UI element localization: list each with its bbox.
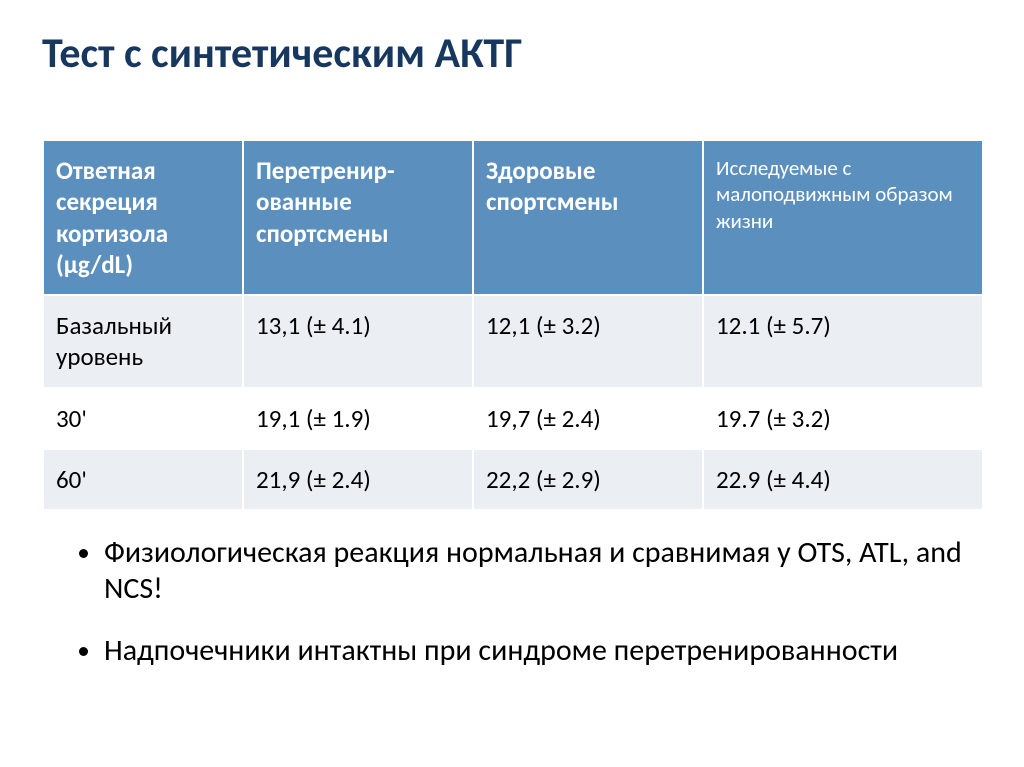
cell: 12.1 (± 5.7): [703, 295, 983, 388]
cell: 19.7 (± 3.2): [703, 388, 983, 449]
cell: 22.9 (± 4.4): [703, 449, 983, 510]
col-header: Ответная секреция кортизола (µg/dL): [43, 140, 243, 295]
cell: 30': [43, 388, 243, 449]
cell: 19,1 (± 1.9): [243, 388, 473, 449]
cell: 12,1 (± 3.2): [473, 295, 703, 388]
cell: 19,7 (± 2.4): [473, 388, 703, 449]
bullet-list: Физиологическая реакция нормальная и сра…: [104, 535, 982, 669]
col-header: Здоровые спортсмены: [473, 140, 703, 295]
bullet-item: Надпочечники интактны при синдроме перет…: [104, 633, 982, 669]
cell: 22,2 (± 2.9): [473, 449, 703, 510]
bullet-item: Физиологическая реакция нормальная и сра…: [104, 535, 982, 607]
table-row: Базальный уровень 13,1 (± 4.1) 12,1 (± 3…: [43, 295, 983, 388]
col-header: Перетренир-ованные спортсмены: [243, 140, 473, 295]
cell: 21,9 (± 2.4): [243, 449, 473, 510]
table-row: 30' 19,1 (± 1.9) 19,7 (± 2.4) 19.7 (± 3.…: [43, 388, 983, 449]
cell: Базальный уровень: [43, 295, 243, 388]
table-row: 60' 21,9 (± 2.4) 22,2 (± 2.9) 22.9 (± 4.…: [43, 449, 983, 510]
col-header: Исследуемые с малоподвижным образом жизн…: [703, 140, 983, 295]
data-table: Ответная секреция кортизола (µg/dL) Пере…: [42, 139, 984, 511]
cell: 13,1 (± 4.1): [243, 295, 473, 388]
cell: 60': [43, 449, 243, 510]
slide-title: Тест с синтетическим АКТГ: [42, 28, 982, 79]
table-header-row: Ответная секреция кортизола (µg/dL) Пере…: [43, 140, 983, 295]
